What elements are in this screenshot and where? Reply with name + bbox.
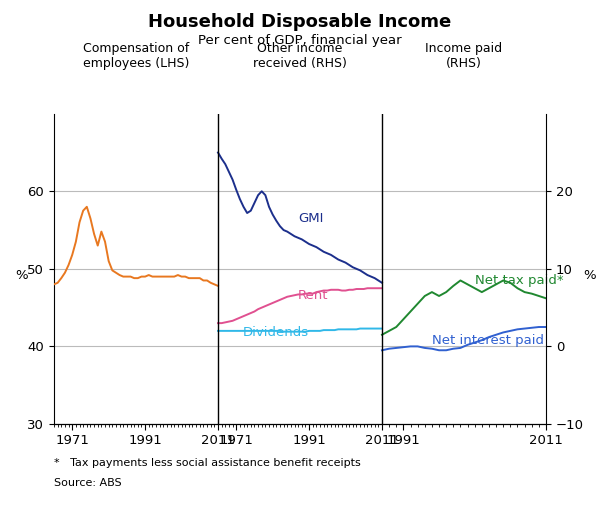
Text: Per cent of GDP, financial year: Per cent of GDP, financial year [198, 34, 402, 47]
Text: *   Tax payments less social assistance benefit receipts: * Tax payments less social assistance be… [54, 458, 361, 467]
Text: Source: ABS: Source: ABS [54, 478, 122, 488]
Text: Compensation of
employees (LHS): Compensation of employees (LHS) [83, 42, 189, 70]
Text: Income paid
(RHS): Income paid (RHS) [425, 42, 503, 70]
Y-axis label: %: % [16, 269, 28, 282]
Text: Other income
received (RHS): Other income received (RHS) [253, 42, 347, 70]
Text: Household Disposable Income: Household Disposable Income [148, 13, 452, 31]
Y-axis label: %: % [583, 269, 596, 282]
Text: Rent: Rent [298, 288, 329, 302]
Text: Dividends: Dividends [243, 326, 310, 339]
Text: Net tax paid*: Net tax paid* [475, 274, 563, 287]
Text: GMI: GMI [298, 212, 323, 225]
Text: Net interest paid: Net interest paid [432, 333, 544, 347]
